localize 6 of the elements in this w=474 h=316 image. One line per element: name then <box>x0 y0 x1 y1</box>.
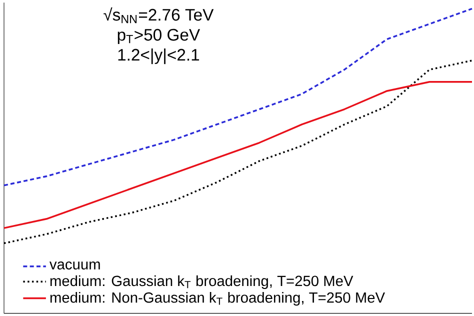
annotation: 1.2<|y|<2.1 <box>118 48 200 64</box>
annotation: √s$_{NN}$=2.76 TeV <box>104 7 214 24</box>
annotation: p$_{T}$>50 GeV <box>118 28 200 44</box>
legend-label: medium: Gaussian k$_{T}$ broadening, T=250 MeV <box>50 275 354 290</box>
legend-label: vacuum <box>50 261 100 270</box>
legend-label: medium: Non-Gaussian k$_{T}$ broadening, T=250 MeV <box>50 292 385 306</box>
